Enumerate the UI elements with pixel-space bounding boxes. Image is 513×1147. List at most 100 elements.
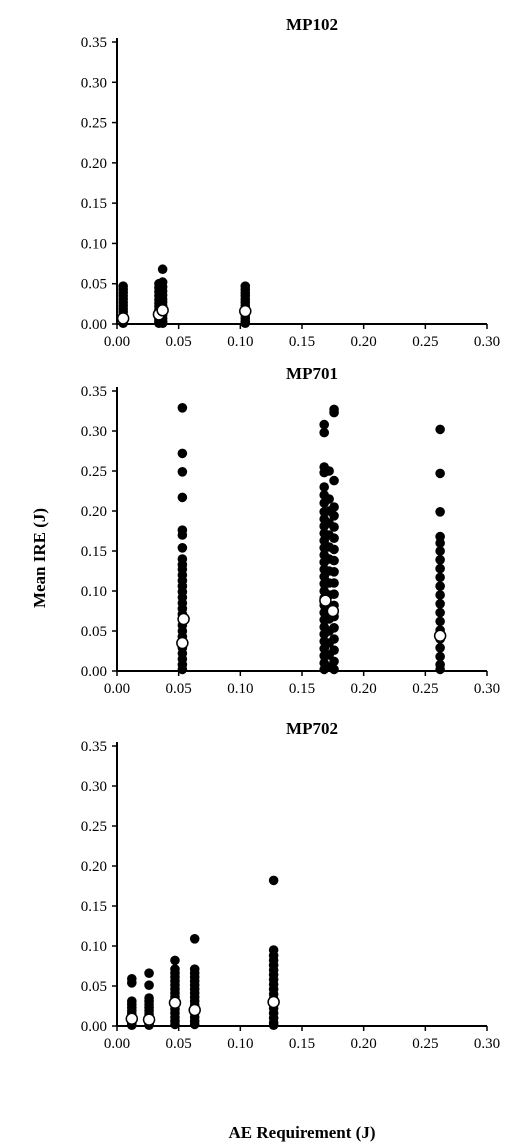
y-axis-title: Mean IRE (J) (30, 508, 49, 608)
data-point (177, 543, 188, 553)
data-point (319, 482, 330, 492)
x-axis-title: AE Requirement (J) (229, 1123, 376, 1142)
x-tick-label: 0.00 (104, 1036, 130, 1052)
x-tick-label: 0.15 (289, 681, 315, 697)
data-point (319, 427, 330, 438)
mean-point (177, 612, 190, 626)
x-tick-label: 0.05 (166, 334, 192, 350)
data-point (435, 572, 445, 583)
data-point (177, 467, 188, 477)
x-tick-label: 0.15 (289, 334, 315, 350)
data-point (177, 664, 188, 675)
data-point (177, 492, 188, 503)
data-point (324, 466, 334, 476)
data-point (177, 448, 188, 459)
data-point (329, 475, 339, 486)
mean-point (239, 304, 252, 318)
x-tick-label: 0.10 (227, 681, 253, 697)
panel-mp701: MP701 0.00 0.05 0.10 0.15 0.20 0.25 0.30 0.35 0.0… (81, 364, 500, 697)
panel-title: MP102 (286, 15, 338, 34)
x-tick-label: 0.25 (412, 334, 438, 350)
data-point (435, 664, 445, 675)
x-tick-label: 0.00 (104, 334, 130, 350)
data-point (157, 318, 168, 328)
data-point (144, 968, 154, 978)
data-point (268, 1020, 279, 1030)
y-tick-label: 0.15 (81, 196, 107, 212)
data-point (127, 978, 137, 988)
x-tick-label: 0.10 (227, 1036, 253, 1052)
data-point (268, 875, 279, 886)
panel-mp102: MP102 0.00 0.05 0.10 0.15 0.20 0.25 0.30 0.35 0.0… (81, 15, 500, 350)
data-point (157, 264, 168, 275)
data-point (435, 424, 445, 435)
mean-point (142, 1013, 156, 1026)
y-tick-label: 0.30 (81, 75, 107, 91)
y-tick-label: 0.10 (81, 939, 107, 955)
data-point (329, 656, 339, 667)
y-tick-label: 0.00 (81, 1019, 107, 1035)
data-point (319, 419, 330, 430)
data-point (435, 546, 445, 556)
y-tick-label: 0.10 (81, 236, 107, 252)
x-tick-label: 0.25 (412, 681, 438, 697)
mean-point (125, 1012, 139, 1026)
data-point (329, 578, 339, 588)
y-tick-label: 0.20 (81, 504, 107, 520)
data-point (324, 494, 334, 504)
x-tick-label: 0.15 (289, 1036, 315, 1052)
y-tick-label: 0.20 (81, 156, 107, 172)
y-tick-label: 0.00 (81, 664, 107, 680)
data-point (329, 555, 339, 566)
y-tick-label: 0.30 (81, 779, 107, 795)
data-point (435, 555, 445, 565)
mean-point (267, 995, 280, 1009)
y-tick-label: 0.00 (81, 317, 107, 333)
series-mean (125, 995, 280, 1026)
mean-point (188, 1003, 201, 1017)
panel-title: MP702 (286, 719, 338, 738)
data-point (435, 651, 445, 662)
x-tick-label: 0.20 (351, 1036, 377, 1052)
data-point (435, 563, 445, 574)
panel-mp702: MP702 0.00 0.05 0.10 0.15 0.20 0.25 0.30 0.35 0.0… (81, 719, 500, 1052)
x-tick-label: 0.30 (474, 1036, 500, 1052)
y-tick-label: 0.35 (81, 384, 107, 400)
data-point (144, 980, 154, 990)
data-point (435, 581, 445, 591)
data-point (329, 589, 339, 599)
data-point (435, 599, 445, 609)
data-point (435, 590, 445, 600)
x-tick-label: 0.30 (474, 681, 500, 697)
y-tick-label: 0.05 (81, 979, 107, 995)
mean-point (326, 604, 340, 618)
data-point (329, 502, 339, 512)
data-point (329, 511, 339, 521)
data-point (329, 664, 339, 675)
mean-point (433, 629, 447, 643)
data-point (435, 468, 445, 479)
mean-point (116, 312, 130, 325)
data-point (329, 533, 339, 543)
y-tick-label: 0.20 (81, 859, 107, 875)
y-tick-label: 0.15 (81, 899, 107, 915)
data-point (435, 607, 445, 618)
mean-point (176, 636, 189, 650)
x-tick-label: 0.30 (474, 334, 500, 350)
panel-title: MP701 (286, 364, 338, 383)
data-point (177, 530, 188, 540)
mean-point (168, 996, 182, 1010)
data-point (170, 1019, 180, 1030)
x-tick-label: 0.05 (166, 1036, 192, 1052)
y-tick-label: 0.05 (81, 624, 107, 640)
x-tick-label: 0.00 (104, 681, 130, 697)
data-point (240, 318, 251, 328)
data-point (189, 934, 200, 944)
series-individual (177, 403, 445, 675)
series-individual (127, 875, 279, 1030)
y-tick-label: 0.10 (81, 584, 107, 600)
x-tick-label: 0.10 (227, 334, 253, 350)
series-mean (176, 594, 447, 650)
data-point (435, 616, 445, 627)
